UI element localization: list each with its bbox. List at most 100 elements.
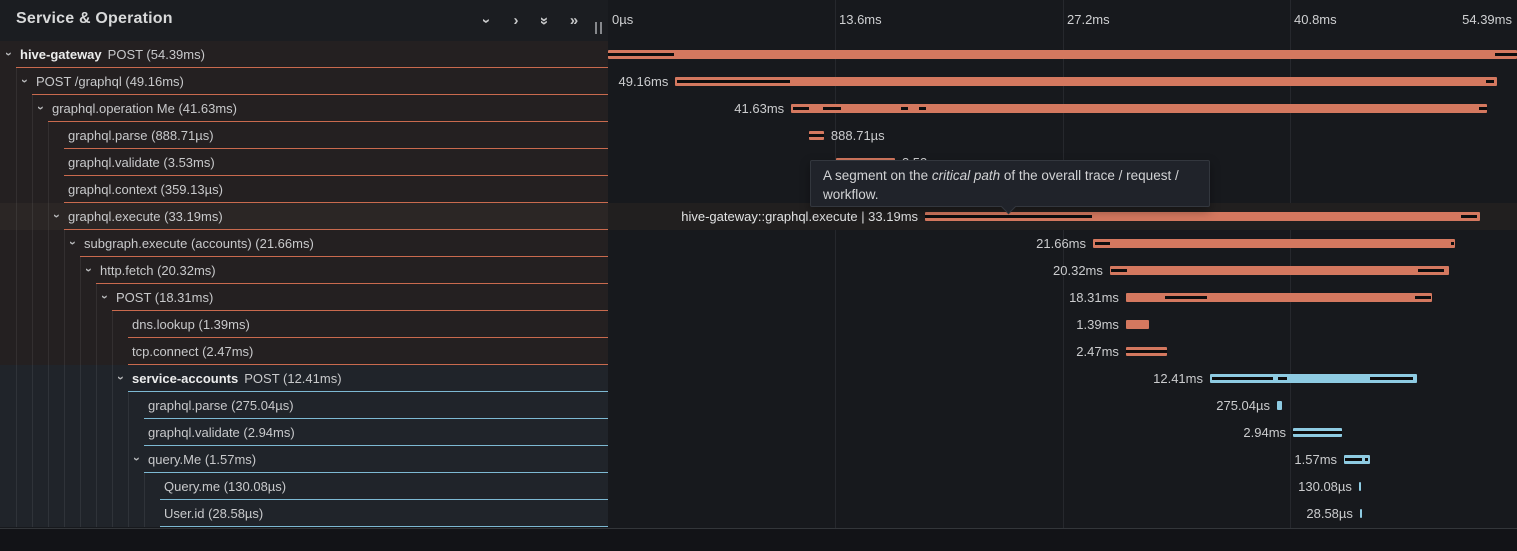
timeline-row[interactable]: 28.58µs	[608, 500, 1517, 527]
span-bar[interactable]	[1125, 293, 1432, 302]
critical-path-segment[interactable]	[1125, 350, 1168, 353]
critical-path-segment[interactable]	[1278, 377, 1287, 380]
timeline-row[interactable]	[608, 41, 1517, 68]
critical-path-segment[interactable]	[793, 107, 809, 110]
tree-row[interactable]: › query.Me (1.57ms)	[0, 446, 608, 473]
span-duration-label: 28.58µs	[1306, 506, 1353, 521]
indent-guide	[16, 311, 17, 338]
span-bar[interactable]	[791, 104, 1487, 113]
indent-guide	[32, 500, 33, 527]
critical-path-segment[interactable]	[901, 107, 908, 110]
timeline-row[interactable]: 275.04µs	[608, 392, 1517, 419]
bottom-strip	[0, 528, 1517, 551]
critical-path-segment[interactable]	[1486, 80, 1494, 83]
expand-chevron-icon[interactable]: ›	[50, 214, 64, 218]
tree-row[interactable]: › service-accounts POST (12.41ms)	[0, 365, 608, 392]
timeline-row[interactable]: 12.41ms	[608, 365, 1517, 392]
span-bar[interactable]	[1125, 320, 1150, 329]
critical-path-segment[interactable]	[918, 107, 926, 110]
span-bar[interactable]	[608, 50, 1517, 59]
timeline-row[interactable]: 18.31ms	[608, 284, 1517, 311]
timeline-row[interactable]: 2.94ms	[608, 419, 1517, 446]
expand-chevron-icon[interactable]: ›	[98, 295, 112, 299]
indent-guide	[128, 419, 129, 446]
tree-row[interactable]: User.id (28.58µs)	[0, 500, 608, 527]
expand-chevron-icon[interactable]: ›	[18, 79, 32, 83]
expand-all-icon[interactable]: »	[569, 12, 579, 29]
critical-path-segment[interactable]	[1417, 269, 1444, 272]
collapse-all-icon[interactable]: »	[536, 16, 554, 25]
critical-path-segment[interactable]	[1450, 242, 1455, 245]
expand-chevron-icon[interactable]: ›	[82, 268, 96, 272]
span-duration-label: 20.32ms	[1053, 263, 1103, 278]
critical-path-segment[interactable]	[1344, 458, 1363, 461]
critical-path-segment[interactable]	[925, 215, 1093, 218]
indent-guide	[32, 230, 33, 257]
tree-row[interactable]: › http.fetch (20.32ms)	[0, 257, 608, 284]
critical-path-segment[interactable]	[1212, 377, 1274, 380]
timeline-row[interactable]: 41.63ms	[608, 95, 1517, 122]
timeline-row[interactable]: 888.71µs	[608, 122, 1517, 149]
critical-path-segment[interactable]	[676, 80, 791, 83]
span-bar[interactable]	[1277, 401, 1282, 410]
critical-path-segment[interactable]	[1165, 296, 1208, 299]
expand-chevron-icon[interactable]: ›	[66, 241, 80, 245]
critical-path-segment[interactable]	[1365, 458, 1369, 461]
timeline-row[interactable]: 2.47ms	[608, 338, 1517, 365]
tree-row[interactable]: › POST /graphql (49.16ms)	[0, 68, 608, 95]
collapse-one-icon[interactable]: ›	[478, 18, 496, 23]
indent-guide	[48, 338, 49, 365]
span-bar[interactable]	[1358, 482, 1362, 491]
timeline-row[interactable]: 130.08µs	[608, 473, 1517, 500]
critical-path-segment[interactable]	[1293, 431, 1343, 434]
critical-path-segment[interactable]	[1461, 215, 1478, 218]
indent-guide	[32, 203, 33, 230]
critical-path-segment[interactable]	[1415, 296, 1432, 299]
span-bar[interactable]	[1359, 509, 1362, 518]
critical-path-segment[interactable]	[608, 53, 674, 56]
span-duration-label: 2.94ms	[1243, 425, 1287, 440]
span-bar[interactable]	[1209, 374, 1418, 383]
tree-row[interactable]: › graphql.execute (33.19ms)	[0, 203, 608, 230]
span-bar[interactable]	[1109, 266, 1450, 275]
row-underline	[128, 337, 608, 338]
critical-path-segment[interactable]	[822, 107, 842, 110]
tree-row[interactable]: Query.me (130.08µs)	[0, 473, 608, 500]
tree-row[interactable]: tcp.connect (2.47ms)	[0, 338, 608, 365]
tree-row[interactable]: graphql.parse (275.04µs)	[0, 392, 608, 419]
critical-path-segment[interactable]	[1495, 53, 1517, 56]
timeline-row[interactable]: 1.57ms	[608, 446, 1517, 473]
timeline-row[interactable]: 20.32ms	[608, 257, 1517, 284]
panel-resize-handle[interactable]	[594, 22, 603, 34]
tree-row[interactable]: › graphql.operation Me (41.63ms)	[0, 95, 608, 122]
expand-chevron-icon[interactable]: ›	[34, 106, 48, 110]
span-bar[interactable]	[1093, 239, 1455, 248]
indent-guide	[96, 500, 97, 527]
span-name: User.id (28.58µs)	[164, 506, 264, 521]
span-bar[interactable]	[675, 77, 1497, 86]
tree-row[interactable]: › hive-gateway POST (54.39ms)	[0, 41, 608, 68]
row-underline	[128, 391, 608, 392]
expand-chevron-icon[interactable]: ›	[114, 376, 128, 380]
tree-row[interactable]: dns.lookup (1.39ms)	[0, 311, 608, 338]
tree-row[interactable]: graphql.parse (888.71µs)	[0, 122, 608, 149]
critical-path-segment[interactable]	[1370, 377, 1413, 380]
timeline-row[interactable]: hive-gateway::graphql.execute | 33.19ms	[608, 203, 1517, 230]
tree-row[interactable]: graphql.validate (2.94ms)	[0, 419, 608, 446]
expand-one-icon[interactable]: ›	[513, 12, 519, 29]
tree-row[interactable]: graphql.context (359.13µs)	[0, 176, 608, 203]
expand-chevron-icon[interactable]: ›	[2, 52, 16, 56]
tree-row[interactable]: › subgraph.execute (accounts) (21.66ms)	[0, 230, 608, 257]
indent-guide	[48, 500, 49, 527]
timeline-row[interactable]: 21.66ms	[608, 230, 1517, 257]
tree-row[interactable]: graphql.validate (3.53ms)	[0, 149, 608, 176]
critical-path-segment[interactable]	[1478, 107, 1488, 110]
span-bar[interactable]	[925, 212, 1480, 221]
timeline-row[interactable]: 1.39ms	[608, 311, 1517, 338]
critical-path-segment[interactable]	[1111, 269, 1127, 272]
critical-path-segment[interactable]	[1095, 242, 1111, 245]
timeline-row[interactable]: 49.16ms	[608, 68, 1517, 95]
critical-path-segment[interactable]	[809, 134, 824, 137]
expand-chevron-icon[interactable]: ›	[130, 457, 144, 461]
tree-row[interactable]: › POST (18.31ms)	[0, 284, 608, 311]
